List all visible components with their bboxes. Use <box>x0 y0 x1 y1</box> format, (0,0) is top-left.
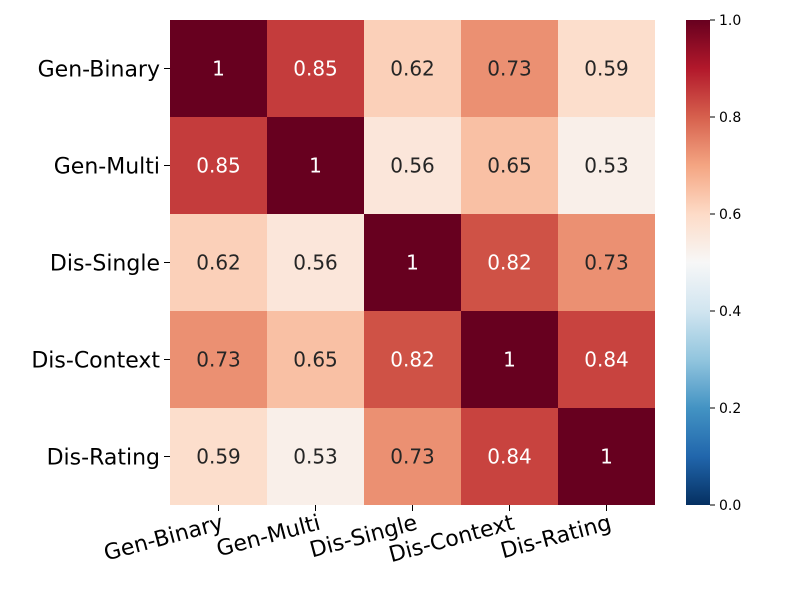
heatmap-cell <box>267 20 364 117</box>
colorbar-tick-label: 0.2 <box>719 401 741 417</box>
heatmap-cell <box>461 117 558 214</box>
heatmap-cell <box>558 311 655 408</box>
cell-value-label: 0.82 <box>390 348 435 372</box>
cell-value-label: 1 <box>406 251 419 275</box>
cell-value-label: 1 <box>212 57 225 81</box>
cell-value-label: 0.59 <box>196 445 241 469</box>
heatmap-cell <box>170 408 267 505</box>
cell-value-label: 1 <box>309 154 322 178</box>
row-label: Gen-Binary <box>38 58 160 83</box>
heatmap-cell <box>267 408 364 505</box>
colorbar-tick-label: 0.4 <box>719 304 741 320</box>
heatmap-cell <box>364 311 461 408</box>
cell-value-label: 0.59 <box>584 57 629 81</box>
colorbar-tick-label: 0.8 <box>719 110 741 126</box>
cell-value-label: 1 <box>503 348 516 372</box>
heatmap-cell <box>170 311 267 408</box>
heatmap-cell <box>461 408 558 505</box>
column-label: Gen-Multi <box>214 511 323 563</box>
column-labels: Gen-BinaryGen-MultiDis-SingleDis-Context… <box>101 505 614 568</box>
cell-value-label: 0.53 <box>584 154 629 178</box>
heatmap-cell <box>364 20 461 117</box>
heatmap-cell <box>461 214 558 311</box>
heatmap-cells: 1 0.85 0.62 0.73 0.59 0.85 1 0.56 0.65 0.53 0.62 0.… <box>170 20 655 505</box>
heatmap-cell <box>170 20 267 117</box>
heatmap-cell <box>558 214 655 311</box>
column-label: Gen-Binary <box>101 511 226 567</box>
colorbar: 0.0 0.2 0.4 0.6 0.8 1.0 <box>686 13 741 514</box>
heatmap-cell <box>558 408 655 505</box>
row-label: Dis-Rating <box>47 446 160 471</box>
cell-value-label: 0.85 <box>196 154 241 178</box>
cell-value-label: 0.84 <box>584 348 629 372</box>
cell-value-label: 0.65 <box>487 154 532 178</box>
heatmap-cell <box>558 20 655 117</box>
heatmap-cell <box>170 117 267 214</box>
column-label: Dis-Rating <box>498 511 614 564</box>
cell-value-label: 0.73 <box>584 251 629 275</box>
colorbar-tick-label: 1.0 <box>719 13 741 29</box>
heatmap-cell <box>170 214 267 311</box>
heatmap-cell <box>364 117 461 214</box>
heatmap-cell <box>461 311 558 408</box>
heatmap-cell <box>364 408 461 505</box>
cell-value-label: 0.56 <box>293 251 338 275</box>
cell-value-label: 0.85 <box>293 57 338 81</box>
cell-value-label: 1 <box>600 445 613 469</box>
cell-value-label: 0.73 <box>487 57 532 81</box>
row-labels: Gen-Binary Gen-Multi Dis-Single Dis-Context… <box>31 58 170 471</box>
cell-value-label: 0.56 <box>390 154 435 178</box>
cell-value-label: 0.73 <box>196 348 241 372</box>
cell-value-label: 0.53 <box>293 445 338 469</box>
cell-value-label: 0.62 <box>390 57 435 81</box>
row-label: Dis-Context <box>31 349 160 374</box>
heatmap-cell <box>267 311 364 408</box>
heatmap-cell <box>267 117 364 214</box>
cell-value-label: 0.73 <box>390 445 435 469</box>
row-label: Dis-Single <box>50 252 160 277</box>
row-label: Gen-Multi <box>54 155 160 180</box>
colorbar-tick-label: 0.6 <box>719 207 741 223</box>
colorbar-tick-label: 0.0 <box>719 498 741 514</box>
heatmap-cell <box>364 214 461 311</box>
heatmap-cell <box>461 20 558 117</box>
colorbar-gradient <box>686 20 710 505</box>
cell-value-label: 0.62 <box>196 251 241 275</box>
heatmap-cell <box>558 117 655 214</box>
cell-value-label: 0.84 <box>487 445 532 469</box>
heatmap-cell <box>267 214 364 311</box>
cell-value-label: 0.65 <box>293 348 338 372</box>
cell-value-label: 0.82 <box>487 251 532 275</box>
